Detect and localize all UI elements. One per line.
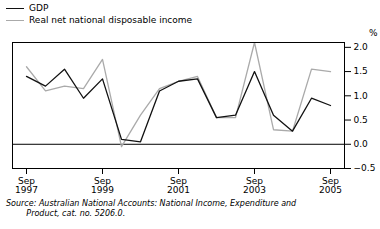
svg-text:−0.5: −0.5 [354,163,376,173]
svg-text:0.5: 0.5 [354,115,368,125]
svg-text:Sep2005: Sep2005 [319,176,342,195]
html-text:Real net national disposable i: Real net national disposable income [29,15,193,25]
svg-text:0.0: 0.0 [354,139,369,149]
svg-text:Sep1997: Sep1997 [15,176,38,195]
svg-text:Sep1999: Sep1999 [91,176,114,195]
svg-text:2.0: 2.0 [354,42,369,52]
svg-text:Sep2003: Sep2003 [243,176,266,195]
svg-text:%: % [369,28,378,38]
html-text:Source: Australian National Ac: Source: Australian National Accounts: Na… [6,199,297,218]
html-text:GDP: GDP [29,3,49,13]
svg-text:Sep2001: Sep2001 [167,176,190,195]
svg-text:1.5: 1.5 [354,66,368,76]
svg-text:1.0: 1.0 [354,91,369,101]
